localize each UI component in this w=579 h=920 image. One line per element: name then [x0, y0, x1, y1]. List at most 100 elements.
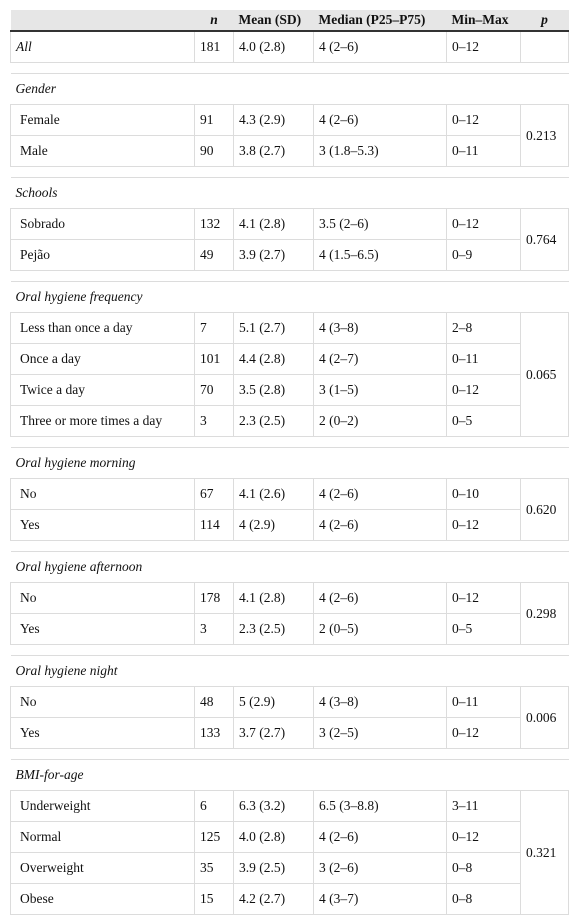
- spacer-cell: [10, 62, 569, 74]
- cell: 4.1 (2.8): [233, 208, 314, 240]
- group-title-row: Oral hygiene night: [10, 655, 569, 687]
- cell: 48: [194, 686, 234, 718]
- header-cell: [10, 10, 195, 32]
- cell: 3 (1–5): [313, 374, 447, 406]
- data-row: Less than once a day 7 5.1 (2.7) 4 (3–8) 2–8…: [10, 312, 569, 437]
- row-label: Pejão: [10, 239, 195, 271]
- spacer-cell: [10, 748, 569, 760]
- cell: 0–5: [446, 613, 521, 645]
- cell: 0–9: [446, 239, 521, 271]
- cell: 3 (1.8–5.3): [313, 135, 447, 167]
- spacer-cell: [10, 644, 569, 656]
- cell: 3.9 (2.7): [233, 239, 314, 271]
- row-label: Once a day: [10, 343, 195, 375]
- data-row: Once a day 101 4.4 (2.8) 4 (2–7) 0–11: [10, 343, 569, 375]
- row-label: Yes: [10, 613, 195, 645]
- cell: 4.3 (2.9): [233, 104, 314, 136]
- cell: 4.1 (2.6): [233, 478, 314, 510]
- row-label: Male: [10, 135, 195, 167]
- row-label: Sobrado: [10, 208, 195, 240]
- row-label: Twice a day: [10, 374, 195, 406]
- group-title-row: Gender: [10, 73, 569, 105]
- group-title: BMI-for-age: [10, 759, 569, 791]
- cell: 3.7 (2.7): [233, 717, 314, 749]
- group-title: Schools: [10, 177, 569, 209]
- cell: 181: [194, 30, 234, 63]
- spacer: [10, 62, 569, 74]
- row-label: Yes: [10, 717, 195, 749]
- cell: 0–8: [446, 852, 521, 884]
- data-row: Overweight 35 3.9 (2.5) 3 (2–6) 0–8: [10, 852, 569, 884]
- spacer-cell: [10, 166, 569, 178]
- data-row: Three or more times a day 3 2.3 (2.5) 2 (0–…: [10, 405, 569, 437]
- group-title-row: Oral hygiene morning: [10, 447, 569, 479]
- cell: 0–11: [446, 343, 521, 375]
- row-label: Obese: [10, 883, 195, 915]
- cell: 3.9 (2.5): [233, 852, 314, 884]
- cell: 4 (3–8): [313, 686, 447, 718]
- header-row: n Mean (SD) Median (P25–P75) Min–Max p: [10, 10, 569, 32]
- data-row: Pejão 49 3.9 (2.7) 4 (1.5–6.5) 0–9: [10, 239, 569, 271]
- header-cell: Mean (SD): [233, 10, 314, 32]
- header-cell: Median (P25–P75): [313, 10, 447, 32]
- cell: 49: [194, 239, 234, 271]
- cell: 0–12: [446, 208, 521, 240]
- cell: 3.8 (2.7): [233, 135, 314, 167]
- cell: 2.3 (2.5): [233, 613, 314, 645]
- cell: 4 (1.5–6.5): [313, 239, 447, 271]
- data-row: Obese 15 4.2 (2.7) 4 (3–7) 0–8: [10, 883, 569, 915]
- group-title: Oral hygiene afternoon: [10, 551, 569, 583]
- group-title-row: Schools: [10, 177, 569, 209]
- row-label: No: [10, 478, 195, 510]
- cell: 5.1 (2.7): [233, 312, 314, 344]
- row-label: No: [10, 582, 195, 614]
- cell: 3: [194, 613, 234, 645]
- spacer-cell: [10, 436, 569, 448]
- p-value: 0.298: [520, 582, 569, 645]
- row-label: Three or more times a day: [10, 405, 195, 437]
- p-value: 0.764: [520, 208, 569, 271]
- cell: 132: [194, 208, 234, 240]
- cell: 2–8: [446, 312, 521, 344]
- cell: 3 (2–5): [313, 717, 447, 749]
- cell: 178: [194, 582, 234, 614]
- p-value: 0.213: [520, 104, 569, 167]
- cell: 3: [194, 405, 234, 437]
- cell: 3–11: [446, 790, 521, 822]
- data-row: Female 91 4.3 (2.9) 4 (2–6) 0–12 0.213: [10, 104, 569, 167]
- p-value: 0.006: [520, 686, 569, 749]
- spacer: [10, 644, 569, 656]
- cell: 4.0 (2.8): [233, 821, 314, 853]
- cell: 0–12: [446, 104, 521, 136]
- data-row: Yes 114 4 (2.9) 4 (2–6) 0–12: [10, 509, 569, 541]
- cell: 0–12: [446, 821, 521, 853]
- cell: 2 (0–2): [313, 405, 447, 437]
- cell: 4.2 (2.7): [233, 883, 314, 915]
- cell: 67: [194, 478, 234, 510]
- group-title-row: Oral hygiene afternoon: [10, 551, 569, 583]
- data-row: Yes 3 2.3 (2.5) 2 (0–5) 0–5: [10, 613, 569, 645]
- cell: 6.3 (3.2): [233, 790, 314, 822]
- data-row: No 178 4.1 (2.8) 4 (2–6) 0–12 0.298: [10, 582, 569, 645]
- header-cell: n: [194, 10, 234, 32]
- cell: 2 (0–5): [313, 613, 447, 645]
- spacer: [10, 270, 569, 282]
- spacer: [10, 166, 569, 178]
- cell: 4 (2.9): [233, 509, 314, 541]
- cell: 4 (3–8): [313, 312, 447, 344]
- cell: 125: [194, 821, 234, 853]
- cell: 35: [194, 852, 234, 884]
- group-title: Gender: [10, 73, 569, 105]
- cell: 91: [194, 104, 234, 136]
- group-title-row: Oral hygiene frequency: [10, 281, 569, 313]
- cell: 5 (2.9): [233, 686, 314, 718]
- p-value: 0.065: [520, 312, 569, 437]
- cell: 90: [194, 135, 234, 167]
- cell: 4.4 (2.8): [233, 343, 314, 375]
- cell: 0–12: [446, 582, 521, 614]
- cell: 0–12: [446, 30, 521, 63]
- cell: 0–11: [446, 686, 521, 718]
- cell: 0–8: [446, 883, 521, 915]
- p-value: 0.321: [520, 790, 569, 915]
- cell: 2.3 (2.5): [233, 405, 314, 437]
